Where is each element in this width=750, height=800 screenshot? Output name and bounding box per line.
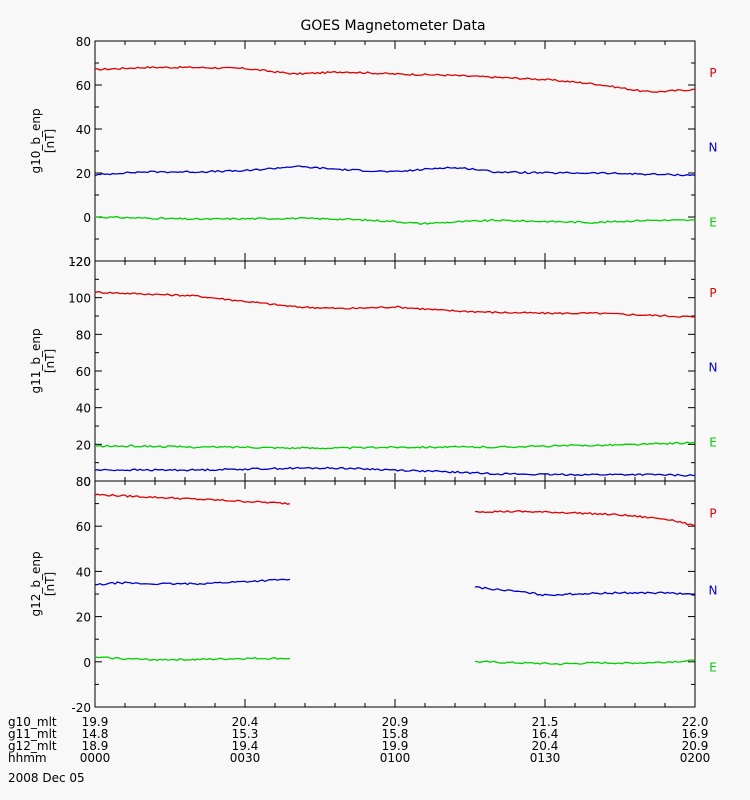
y-axis-unit: [nT] [43,129,57,153]
x-tick-label: 14.8 [82,727,109,741]
y-tick-label: 60 [76,79,91,93]
x-tick-label: 0100 [380,751,411,765]
y-tick-label: 0 [83,211,91,225]
y-tick-label: 60 [76,520,91,534]
panel-1: -20 0 20 40 60 80 g10_b_enp [nT] P N E [29,35,717,269]
y-tick-label: 100 [68,292,91,306]
y-tick-label: 0 [83,656,91,670]
y-tick-label: 0 [83,475,91,489]
series-line-P [94,493,291,505]
y-tick-label: -20 [71,255,91,269]
x-row-label: hhmm [8,751,47,765]
x-tick-label: 20.9 [682,739,709,753]
y-axis-label: g11_b_enp [29,328,43,393]
x-tick-label: 19.9 [382,739,409,753]
series-label-P: P [709,286,716,300]
x-tick-label: 0000 [80,751,111,765]
series-line-E [94,441,695,450]
x-tick-label: 21.5 [532,715,559,729]
y-tick-label: 80 [76,328,91,342]
x-tick-label: 0030 [230,751,261,765]
panel-frame [94,260,696,482]
series-label-E: E [709,660,717,674]
y-axis-unit: [nT] [43,349,57,373]
y-axis-unit: [nT] [43,572,57,596]
panel-frame [94,480,696,708]
series-label-P: P [709,507,716,521]
x-axis-labels: g10_mlt 19.9 20.4 20.9 21.5 22.0 g11_mlt 14.8 15… [8,715,710,765]
y-tick-label: 120 [68,255,91,269]
x-tick-label: 20.4 [232,715,259,729]
x-tick-label: 0200 [680,751,711,765]
series-line-P [94,291,695,318]
y-tick-label: 20 [76,611,91,625]
x-tick-label: 20.4 [532,739,559,753]
x-tick-label: 18.9 [82,739,109,753]
series-line-N [94,466,696,477]
x-tick-label: 16.4 [532,727,559,741]
series-line-E [474,659,696,666]
series-line-E [94,216,696,225]
series-label-N: N [709,361,718,375]
series-label-N: N [709,141,718,155]
y-tick-label: 80 [76,35,91,49]
x-tick-label: 0130 [530,751,561,765]
y-tick-label: 60 [76,365,91,379]
y-tick-label: 20 [76,167,91,181]
y-tick-label: 80 [76,475,91,489]
y-tick-label: 20 [76,438,91,452]
chart-title: GOES Magnetometer Data [300,18,485,34]
x-tick-label: 16.9 [682,727,709,741]
x-tick-label: 22.0 [682,715,709,729]
x-tick-label: 15.8 [382,727,409,741]
y-tick-label: -20 [71,701,91,715]
series-label-E: E [709,435,717,449]
x-row-label: g10_mlt [8,715,57,729]
series-line-E [94,655,291,662]
date-label: 2008 Dec 05 [8,771,85,785]
x-row-label: g11_mlt [8,727,57,741]
series-line-N [94,578,291,586]
y-axis-label: g12_b_enp [29,551,43,616]
y-tick-label: 40 [76,402,91,416]
y-tick-label: 40 [76,123,91,137]
x-tick-label: 20.9 [382,715,409,729]
series-label-E: E [709,215,717,229]
panel-2: 0 20 40 60 80 100 120 g11_b_enp [nT] P N E [29,255,717,489]
series-line-P [94,65,696,93]
series-line-N [474,586,696,597]
y-tick-label: 40 [76,565,91,579]
x-tick-label: 19.9 [82,715,109,729]
x-tick-label: 15.3 [232,727,259,741]
x-tick-label: 19.4 [232,739,259,753]
series-line-N [94,165,696,177]
panel-3: -20 0 20 40 60 80 g12_b_enp [nT] P N E [29,475,717,715]
series-label-N: N [709,583,718,597]
series-line-P [474,510,696,527]
x-row-label: g12_mlt [8,739,57,753]
y-axis-label: g10_b_enp [29,108,43,173]
series-label-P: P [709,66,716,80]
